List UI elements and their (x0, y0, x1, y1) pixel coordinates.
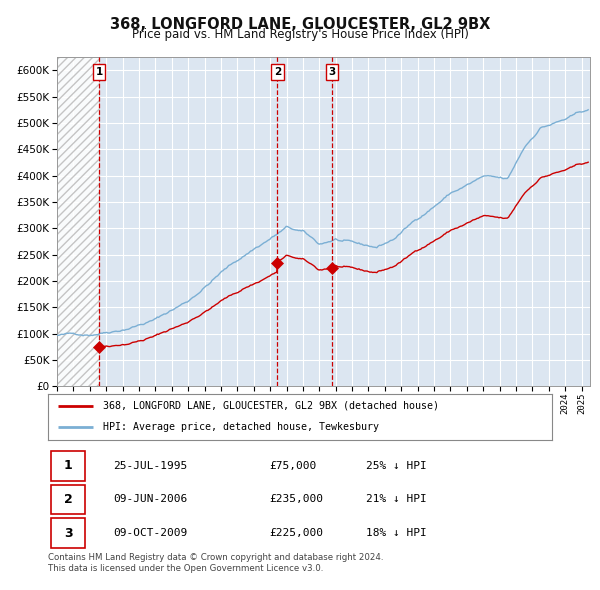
Text: Contains HM Land Registry data © Crown copyright and database right 2024.
This d: Contains HM Land Registry data © Crown c… (48, 553, 383, 573)
Text: HPI: Average price, detached house, Tewkesbury: HPI: Average price, detached house, Tewk… (103, 422, 379, 432)
Polygon shape (57, 57, 99, 386)
Text: Price paid vs. HM Land Registry's House Price Index (HPI): Price paid vs. HM Land Registry's House … (131, 28, 469, 41)
FancyBboxPatch shape (50, 485, 85, 514)
Text: 2: 2 (64, 493, 73, 506)
Text: 368, LONGFORD LANE, GLOUCESTER, GL2 9BX (detached house): 368, LONGFORD LANE, GLOUCESTER, GL2 9BX … (103, 401, 439, 411)
Text: 21% ↓ HPI: 21% ↓ HPI (365, 494, 426, 504)
Text: £225,000: £225,000 (270, 528, 324, 538)
Text: 25% ↓ HPI: 25% ↓ HPI (365, 461, 426, 471)
Text: £235,000: £235,000 (270, 494, 324, 504)
Text: 1: 1 (64, 460, 73, 473)
FancyBboxPatch shape (50, 519, 85, 548)
Text: 2: 2 (274, 67, 281, 77)
Text: £75,000: £75,000 (270, 461, 317, 471)
FancyBboxPatch shape (50, 451, 85, 481)
Text: 3: 3 (64, 527, 73, 540)
Text: 18% ↓ HPI: 18% ↓ HPI (365, 528, 426, 538)
Text: 25-JUL-1995: 25-JUL-1995 (113, 461, 188, 471)
Text: 09-OCT-2009: 09-OCT-2009 (113, 528, 188, 538)
Text: 09-JUN-2006: 09-JUN-2006 (113, 494, 188, 504)
Text: 368, LONGFORD LANE, GLOUCESTER, GL2 9BX: 368, LONGFORD LANE, GLOUCESTER, GL2 9BX (110, 17, 490, 31)
Text: 1: 1 (95, 67, 103, 77)
Text: 3: 3 (328, 67, 335, 77)
